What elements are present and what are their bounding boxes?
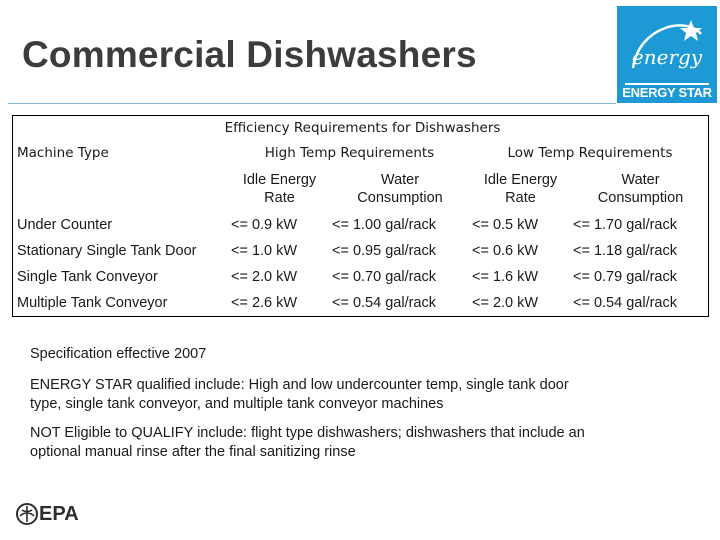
high-idle-cell: <= 2.6 kW [231,295,298,311]
high-water-cell: <= 0.70 gal/rack [332,269,436,285]
subheader-low-idle: Idle Energy Rate [483,172,558,206]
table-row: Multiple Tank Conveyor <= 2.6 kW <= 0.54… [13,290,709,317]
header-low-temp: Low Temp Requirements [507,145,673,161]
table-row: Single Tank Conveyor <= 2.0 kW <= 0.70 g… [13,264,709,290]
subheader-low-water: Water Consumption [597,172,684,206]
header-machine-type: Machine Type [17,145,109,161]
table-row: Under Counter <= 0.9 kW <= 1.00 gal/rack… [13,212,709,238]
high-water-cell: <= 0.95 gal/rack [332,243,436,259]
header-high-temp: High Temp Requirements [264,145,435,161]
title-divider [8,103,616,104]
subheader-high-idle: Idle Energy Rate [242,172,317,206]
epa-logo: EPA [16,503,79,525]
machine-type-cell: Under Counter [17,217,113,233]
machine-type-cell: Stationary Single Tank Door [17,243,197,259]
high-idle-cell: <= 2.0 kW [231,269,298,285]
subheader-high-water: Water Consumption [357,172,443,206]
high-water-cell: <= 1.00 gal/rack [332,217,436,233]
high-idle-cell: <= 1.0 kW [231,243,298,259]
high-idle-cell: <= 0.9 kW [231,217,298,233]
low-water-cell: <= 0.79 gal/rack [573,269,677,285]
high-water-cell: <= 0.54 gal/rack [332,295,436,311]
energy-star-emblem-icon: energy [625,20,709,85]
low-idle-cell: <= 1.6 kW [472,269,539,285]
note-effective: Specification effective 2007 [30,346,207,362]
epa-text: EPA [39,502,79,525]
table-caption: Efficiency Requirements for Dishwashers [224,120,501,136]
epa-flower-icon [16,503,38,525]
slide-title: Commercial Dishwashers [22,34,477,75]
note-not-eligible: NOT Eligible to QUALIFY include: flight … [30,425,585,460]
low-water-cell: <= 1.18 gal/rack [573,243,677,259]
low-idle-cell: <= 2.0 kW [472,295,539,311]
low-idle-cell: <= 0.6 kW [472,243,539,259]
machine-type-cell: Single Tank Conveyor [17,269,158,285]
table-row: Stationary Single Tank Door <= 1.0 kW <=… [13,238,709,264]
note-qualified: ENERGY STAR qualified include: High and … [30,377,569,412]
energy-star-logo: energy ENERGY STAR [617,6,717,103]
machine-type-cell: Multiple Tank Conveyor [17,295,168,311]
low-water-cell: <= 0.54 gal/rack [573,295,677,311]
low-idle-cell: <= 0.5 kW [472,217,539,233]
requirements-table: Efficiency Requirements for Dishwashers … [12,115,709,317]
energy-script: energy [632,45,703,69]
low-water-cell: <= 1.70 gal/rack [573,217,677,233]
energy-star-text: ENERGY STAR [622,85,712,100]
subheader-empty [13,166,228,212]
